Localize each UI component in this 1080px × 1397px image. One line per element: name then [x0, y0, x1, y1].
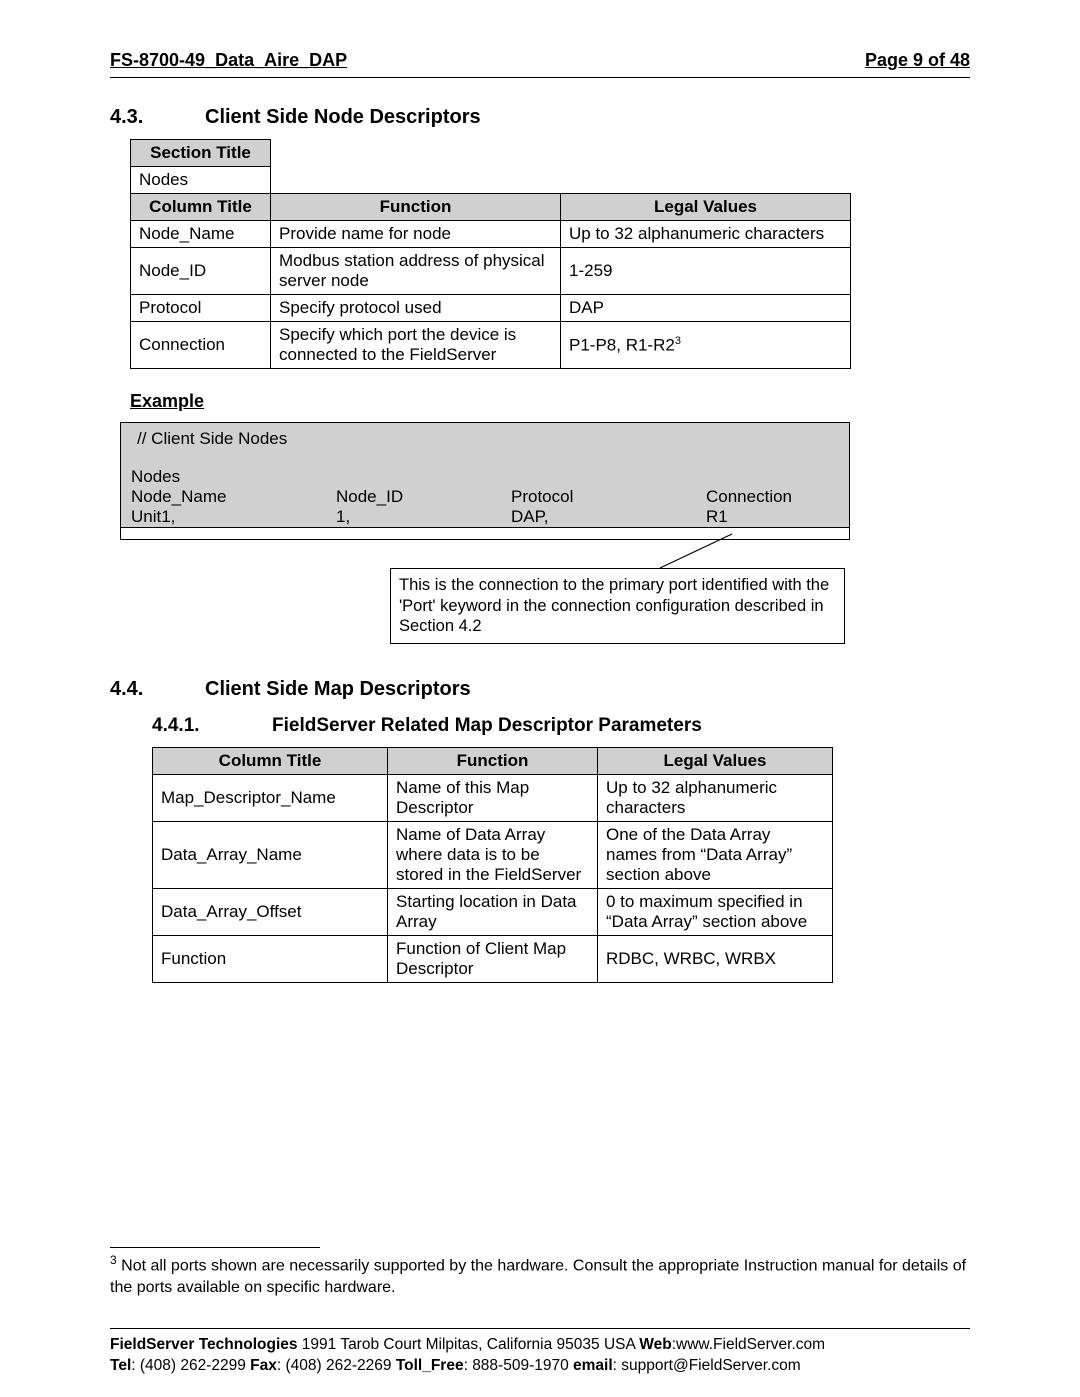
table-row: Protocol Specify protocol used DAP	[131, 295, 851, 322]
callout-box: This is the connection to the primary po…	[390, 568, 845, 644]
heading-text: Client Side Map Descriptors	[205, 678, 471, 700]
table-row: Node_Name Provide name for node Up to 32…	[131, 221, 851, 248]
col-header-legal-values: Legal Values	[561, 194, 851, 221]
heading-4-4-1: 4.4.1.FieldServer Related Map Descriptor…	[110, 715, 970, 737]
table-row: Function Function of Client Map Descript…	[153, 936, 833, 983]
cell: One of the Data Array names from “Data A…	[598, 822, 833, 889]
cell: Modbus station address of physical serve…	[271, 248, 561, 295]
page: FS-8700-49_Data_Aire_DAP Page 9 of 48 4.…	[0, 0, 1080, 1397]
footer-web-label: Web	[639, 1336, 671, 1353]
cell: Node_Name	[131, 221, 271, 248]
cell: Function	[153, 936, 388, 983]
footer-fax: : (408) 262-2269	[277, 1357, 396, 1374]
footer-web: :www.FieldServer.com	[672, 1336, 825, 1353]
code-token: Protocol	[511, 487, 706, 507]
cell: Name of this Map Descriptor	[388, 775, 598, 822]
heading-number: 4.3.	[110, 106, 205, 129]
table-row: Connection Specify which port the device…	[131, 322, 851, 369]
cell: Map_Descriptor_Name	[153, 775, 388, 822]
code-token: DAP,	[511, 507, 706, 527]
cell: Data_Array_Offset	[153, 889, 388, 936]
cell: Data_Array_Name	[153, 822, 388, 889]
heading-4-3: 4.3.Client Side Node Descriptors	[110, 106, 970, 129]
section-title-header: Section Title	[131, 140, 271, 167]
cell: 0 to maximum specified in “Data Array” s…	[598, 889, 833, 936]
heading-text: FieldServer Related Map Descriptor Param…	[272, 715, 702, 736]
col-header-function: Function	[388, 748, 598, 775]
cell: Up to 32 alphanumeric characters	[598, 775, 833, 822]
cell-text: P1-P8, R1-R2	[569, 335, 675, 354]
map-descriptor-params-table: Column Title Function Legal Values Map_D…	[152, 747, 833, 983]
page-header: FS-8700-49_Data_Aire_DAP Page 9 of 48	[110, 50, 970, 71]
footnote-text: 3 Not all ports shown are necessarily su…	[110, 1252, 970, 1299]
code-token: 1,	[336, 507, 511, 527]
footer-line-2: Tel: (408) 262-2299 Fax: (408) 262-2269 …	[110, 1356, 970, 1377]
cell: Function of Client Map Descriptor	[388, 936, 598, 983]
footer-email-label: email	[573, 1357, 613, 1374]
cell: Protocol	[131, 295, 271, 322]
cell: Node_ID	[131, 248, 271, 295]
footnote-ref: 3	[675, 335, 681, 347]
code-comment: // Client Side Nodes	[131, 429, 839, 449]
footnote-body: Not all ports shown are necessarily supp…	[110, 1258, 966, 1297]
node-descriptors-table: Section Title Nodes Column Title Functio…	[130, 139, 851, 369]
col-header-legal-values: Legal Values	[598, 748, 833, 775]
code-token: Nodes	[131, 467, 336, 487]
heading-number: 4.4.	[110, 678, 205, 701]
footnote-rule	[110, 1247, 320, 1248]
col-header-function: Function	[271, 194, 561, 221]
table-row: Node_ID Modbus station address of physic…	[131, 248, 851, 295]
table-row: Data_Array_Name Name of Data Array where…	[153, 822, 833, 889]
table-row: Map_Descriptor_Name Name of this Map Des…	[153, 775, 833, 822]
cell: Up to 32 alphanumeric characters	[561, 221, 851, 248]
footer-tollfree: : 888-509-1970	[464, 1357, 573, 1374]
col-header-column-title: Column Title	[153, 748, 388, 775]
footer-line-1: FieldServer Technologies 1991 Tarob Cour…	[110, 1335, 970, 1356]
footer-tollfree-label: Toll_Free	[396, 1357, 464, 1374]
cell: Provide name for node	[271, 221, 561, 248]
section-title-value: Nodes	[131, 167, 271, 194]
heading-number: 4.4.1.	[152, 715, 272, 737]
table-row: Data_Array_Offset Starting location in D…	[153, 889, 833, 936]
cell: Starting location in Data Array	[388, 889, 598, 936]
example-label: Example	[130, 391, 970, 412]
cell: 1-259	[561, 248, 851, 295]
footer-tel: : (408) 262-2299	[131, 1357, 250, 1374]
code-token: R1	[706, 507, 836, 527]
heading-text: Client Side Node Descriptors	[205, 106, 481, 128]
cell: Specify which port the device is connect…	[271, 322, 561, 369]
callout-wrap: This is the connection to the primary po…	[120, 540, 850, 660]
footer-email: : support@FieldServer.com	[613, 1357, 801, 1374]
cell: P1-P8, R1-R23	[561, 322, 851, 369]
footer-company: FieldServer Technologies	[110, 1336, 298, 1353]
cell: RDBC, WRBC, WRBX	[598, 936, 833, 983]
cell: Name of Data Array where data is to be s…	[388, 822, 598, 889]
page-number: Page 9 of 48	[865, 50, 970, 71]
heading-4-4: 4.4.Client Side Map Descriptors	[110, 678, 970, 701]
code-token: Connection	[706, 487, 836, 507]
code-token: Unit1,	[131, 507, 336, 527]
page-footer: FieldServer Technologies 1991 Tarob Cour…	[110, 1328, 970, 1377]
cell: Connection	[131, 322, 271, 369]
footer-address: 1991 Tarob Court Milpitas, California 95…	[298, 1336, 640, 1353]
header-rule	[110, 77, 970, 78]
code-token: Node_ID	[336, 487, 511, 507]
footnote-number: 3	[110, 1253, 117, 1267]
cell: Specify protocol used	[271, 295, 561, 322]
col-header-column-title: Column Title	[131, 194, 271, 221]
footer-fax-label: Fax	[250, 1357, 277, 1374]
code-token: Node_Name	[131, 487, 336, 507]
footnote-block: 3 Not all ports shown are necessarily su…	[110, 1247, 970, 1299]
doc-title: FS-8700-49_Data_Aire_DAP	[110, 50, 347, 71]
example-code-box: // Client Side Nodes Nodes Node_Name Nod…	[120, 422, 850, 540]
footer-tel-label: Tel	[110, 1357, 131, 1374]
cell: DAP	[561, 295, 851, 322]
